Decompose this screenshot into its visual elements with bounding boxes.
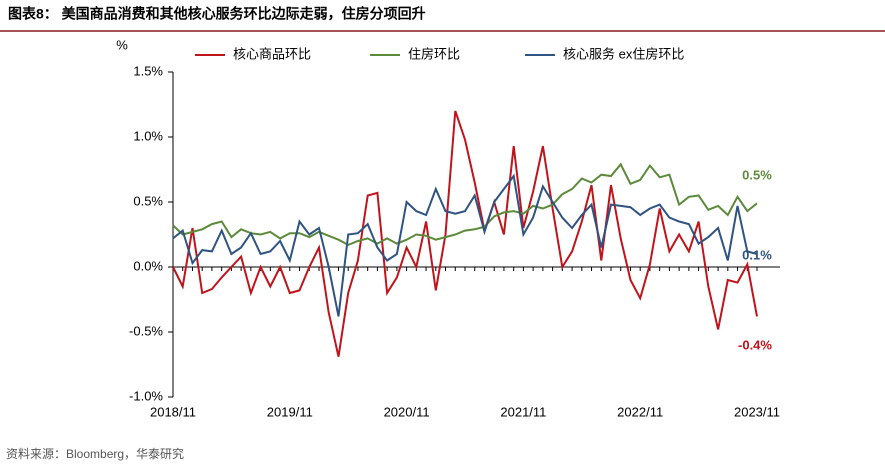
- legend-label: 核心服务 ex住房环比: [563, 46, 684, 61]
- annotation: -0.4%: [738, 337, 772, 352]
- source: 资料来源：Bloomberg，华泰研究: [6, 446, 184, 461]
- series-line: [172, 173, 758, 317]
- series-line: [172, 162, 758, 247]
- series-line: [172, 110, 758, 357]
- x-tick-label: 2019/11: [267, 404, 313, 419]
- annotation: 0.1%: [742, 247, 772, 262]
- legend-label: 住房环比: [408, 46, 460, 61]
- y-tick-label: 0.5%: [133, 193, 163, 208]
- x-tick-label: 2022/11: [617, 404, 663, 419]
- annotation: 0.5%: [742, 167, 772, 182]
- y-tick-label: 1.5%: [133, 63, 163, 78]
- legend-label: 核心商品环比: [233, 46, 311, 61]
- y-tick-label: 0.0%: [133, 258, 163, 273]
- y-tick-label: 1.0%: [133, 128, 163, 143]
- x-tick-label: 2020/11: [384, 404, 430, 419]
- chart-title: 图表8： 美国商品消费和其他核心服务环比边际走弱，住房分项回升: [8, 6, 426, 22]
- x-tick-label: 2023/11: [734, 404, 780, 419]
- x-tick-label: 2021/11: [500, 404, 546, 419]
- y-tick-label: -0.5%: [129, 323, 163, 338]
- x-tick-label: 2018/11: [150, 404, 196, 419]
- y-tick-label: -1.0%: [129, 388, 163, 403]
- y-axis-label: %: [116, 37, 128, 52]
